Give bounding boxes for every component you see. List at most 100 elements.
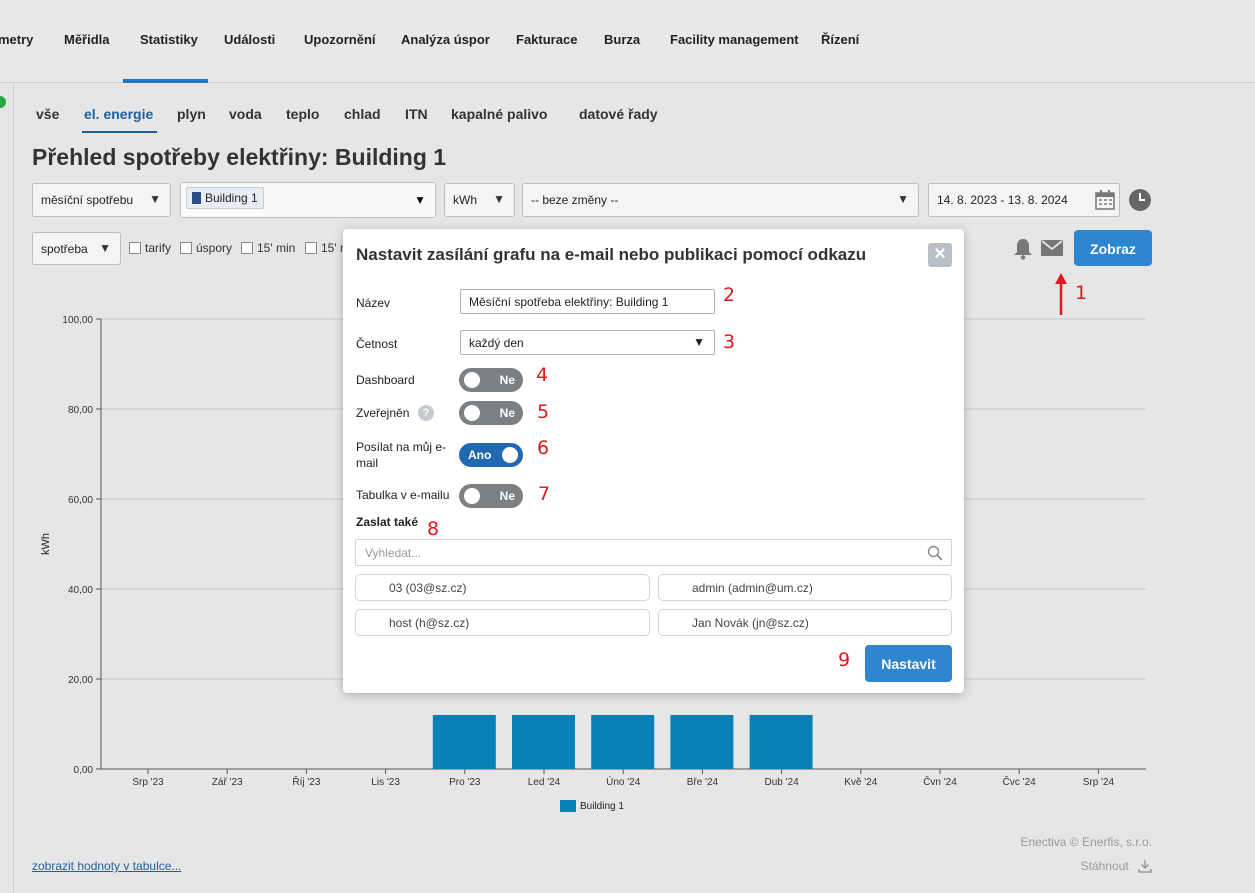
x-tick-label: Led '24: [528, 777, 561, 788]
send-to-me-toggle[interactable]: Ano: [459, 443, 523, 467]
y-tick-label: 100,00: [62, 315, 93, 326]
recipient-search-input[interactable]: Vyhledat...: [355, 539, 952, 566]
mode-select-value: měsíční spotřebu: [41, 193, 134, 207]
nav-item-facility-management[interactable]: Facility management: [670, 32, 799, 47]
recipient-label: admin (admin@um.cz): [692, 581, 813, 595]
submit-button[interactable]: Nastavit: [865, 645, 952, 682]
send-to-me-label: Posílat na můj e-mail: [356, 440, 447, 470]
unit-select[interactable]: kWh ▼: [444, 183, 515, 217]
recipient-item[interactable]: 03 (03@sz.cz): [355, 574, 650, 601]
nav-item-udalosti[interactable]: Události: [224, 32, 276, 47]
toggle-knob: [464, 372, 480, 388]
date-range-input[interactable]: 14. 8. 2023 - 13. 8. 2024: [928, 183, 1120, 217]
object-chip[interactable]: Building 1: [186, 187, 264, 209]
email-share-modal: Nastavit zasílání grafu na e-mail nebo p…: [343, 229, 964, 693]
clock-icon[interactable]: [1129, 189, 1151, 211]
subtab-vse[interactable]: vše: [36, 106, 60, 122]
table-in-email-label: Tabulka v e-mailu: [356, 488, 450, 502]
building-icon: [192, 192, 201, 204]
left-sidebar-edge: [0, 83, 14, 893]
recipient-label: 03 (03@sz.cz): [389, 581, 467, 595]
subtab-kapalne-palivo[interactable]: kapalné palivo: [451, 106, 548, 122]
chevron-down-icon: ▼: [99, 241, 111, 255]
y-tick-label: 60,00: [68, 495, 93, 506]
name-input[interactable]: Měsíční spotřeba elektřiny: Building 1: [460, 289, 715, 314]
type-select-value: spotřeba: [41, 242, 88, 256]
published-label: Zveřejněn: [356, 406, 410, 420]
nav-item-statistiky[interactable]: Statistiky: [140, 32, 198, 47]
annotation-9: 9: [838, 649, 851, 671]
search-icon: [927, 545, 943, 561]
nav-item-parametry[interactable]: metry: [0, 32, 34, 47]
subtab-el-energie[interactable]: el. energie: [84, 106, 154, 122]
x-tick-label: Pro '23: [449, 777, 481, 788]
nav-item-meridla[interactable]: Měřidla: [64, 32, 110, 47]
checkbox-15-m[interactable]: 15' m: [305, 241, 350, 255]
chart-bar: [432, 715, 496, 769]
checkbox-box[interactable]: [305, 242, 317, 254]
show-button[interactable]: Zobraz: [1074, 230, 1152, 266]
checkbox-label: 15' min: [257, 241, 296, 255]
change-select[interactable]: -- beze změny -- ▼: [522, 183, 919, 217]
checkbox-box[interactable]: [129, 242, 141, 254]
subtab-datove-rady[interactable]: datové řady: [579, 106, 658, 122]
top-navigation: metry Měřidla Statistiky Události Upozor…: [0, 0, 1255, 83]
nav-item-rizeni[interactable]: Řízení: [821, 32, 860, 47]
nav-item-fakturace[interactable]: Fakturace: [516, 32, 578, 47]
object-chip-label: Building 1: [205, 191, 258, 205]
published-toggle[interactable]: Ne: [459, 401, 523, 425]
object-select[interactable]: Building 1 ▼: [180, 182, 436, 218]
subtab-teplo[interactable]: teplo: [286, 106, 320, 122]
x-tick-label: Úno '24: [606, 775, 641, 788]
show-table-link[interactable]: zobrazit hodnoty v tabulce...: [32, 859, 182, 873]
download-icon: [1138, 860, 1152, 873]
chevron-down-icon: ▼: [897, 192, 909, 206]
table-in-email-toggle[interactable]: Ne: [459, 484, 523, 508]
recipient-item[interactable]: Jan Novák (jn@sz.cz): [658, 609, 952, 636]
frequency-select-value: každý den: [469, 336, 524, 350]
nav-item-burza[interactable]: Burza: [604, 32, 641, 47]
toggle-knob: [464, 405, 480, 421]
x-tick-label: Čvc '24: [1003, 775, 1036, 788]
type-select[interactable]: spotřeba ▼: [32, 232, 121, 265]
checkbox-box[interactable]: [180, 242, 192, 254]
annotation-6: 6: [537, 437, 550, 459]
checkbox-15-min[interactable]: 15' min: [241, 241, 295, 255]
chevron-down-icon: ▼: [414, 193, 426, 207]
chevron-down-icon: ▼: [693, 335, 705, 349]
frequency-select[interactable]: každý den ▼: [460, 330, 715, 355]
help-icon[interactable]: ?: [418, 405, 434, 421]
subtab-plyn[interactable]: plyn: [177, 106, 206, 122]
nav-item-analyza-uspor[interactable]: Analýza úspor: [401, 32, 490, 47]
x-tick-label: Srp '23: [132, 777, 164, 788]
x-tick-label: Zář '23: [212, 777, 243, 788]
unit-select-value: kWh: [453, 193, 477, 207]
checkbox-uspory[interactable]: úspory: [180, 241, 232, 255]
recipient-item[interactable]: admin (admin@um.cz): [658, 574, 952, 601]
annotation-5: 5: [537, 401, 550, 423]
dashboard-toggle[interactable]: Ne: [459, 368, 523, 392]
mode-select[interactable]: měsíční spotřebu ▼: [32, 183, 171, 217]
mail-icon[interactable]: [1041, 240, 1063, 256]
bell-icon[interactable]: [1013, 238, 1033, 260]
download-link[interactable]: Stáhnout: [1081, 859, 1152, 873]
checkbox-tarify[interactable]: tarify: [129, 241, 171, 255]
y-axis-label: kWh: [40, 533, 52, 555]
calendar-icon[interactable]: [1095, 190, 1115, 210]
recipient-item[interactable]: host (h@sz.cz): [355, 609, 650, 636]
close-icon[interactable]: ✕: [928, 243, 952, 267]
chevron-down-icon: ▼: [149, 192, 161, 206]
page-title: Přehled spotřeby elektřiny: Building 1: [32, 144, 447, 170]
toggle-state: Ano: [468, 448, 492, 462]
chart-bar: [512, 715, 575, 769]
x-tick-label: Čvn '24: [923, 775, 957, 788]
subtab-itn[interactable]: ITN: [405, 106, 428, 122]
subtab-chlad[interactable]: chlad: [344, 106, 381, 122]
legend-label: Building 1: [580, 801, 624, 812]
subtab-voda[interactable]: voda: [229, 106, 262, 122]
y-tick-label: 20,00: [68, 675, 93, 686]
checkbox-box[interactable]: [241, 242, 253, 254]
search-placeholder: Vyhledat...: [365, 546, 422, 560]
nav-item-upozorneni[interactable]: Upozornění: [304, 32, 376, 47]
annotation-4: 4: [536, 364, 549, 386]
